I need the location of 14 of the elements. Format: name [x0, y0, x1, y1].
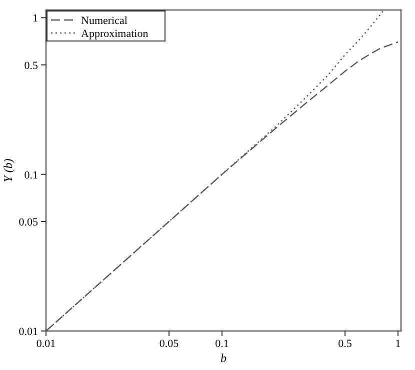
y-tick-label: 0.01: [18, 326, 38, 338]
y-tick-label: 0.1: [24, 169, 38, 182]
y-axis-title: Y (b): [1, 158, 15, 182]
x-tick-label: 0.1: [215, 338, 229, 350]
y-tick-label: 1: [32, 12, 38, 25]
x-tick-label: 0.05: [159, 338, 180, 350]
y-tick-label: 0.05: [18, 216, 38, 229]
x-axis-title: b: [220, 351, 226, 365]
x-tick-label: 0.5: [338, 338, 352, 350]
legend-label: Numerical: [81, 15, 128, 27]
x-tick-label: 0.01: [36, 338, 56, 350]
legend-label: Approximation: [81, 28, 149, 40]
y-tick-label: 0.5: [24, 60, 38, 72]
x-tick-label: 1: [395, 338, 401, 350]
